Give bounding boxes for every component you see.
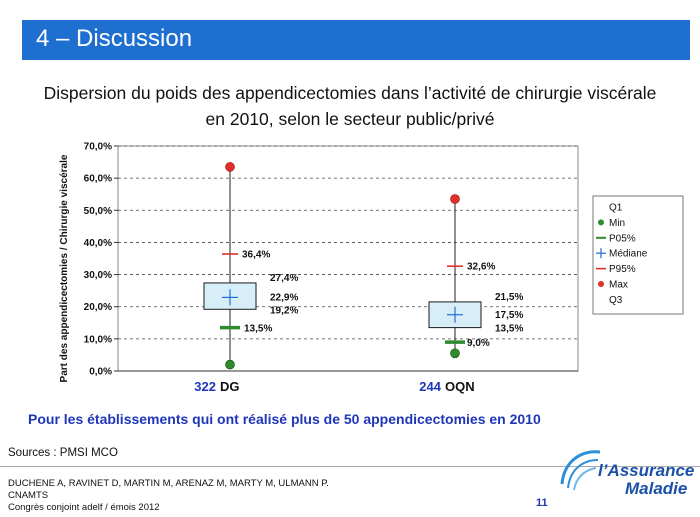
legend-max-marker [598,281,604,287]
p95-label: 32,6% [467,262,495,273]
q3-label: 21,5% [495,292,523,303]
slide-title: 4 – Discussion [36,25,193,52]
footer-divider [0,466,700,467]
y-tick-label: 70,0% [84,142,112,153]
authors-line1: DUCHENE A, RAVINET D, MARTIN M, ARENAZ M… [8,478,329,489]
p95-label: 36,4% [242,250,270,261]
p05-label: 9,0% [467,338,490,349]
boxplot-chart: 0,0% 10,0% 20,0% 30,0% 40,0% 50,0% 60,0% 70,0% P… [59,142,684,394]
max-point [225,162,235,172]
min-point [225,359,235,370]
plot-area [117,145,579,372]
chart-title: Dispersion du poids des appendicectomies… [0,80,700,132]
category-label: OQN [445,379,475,394]
y-axis-label: Part des appendicectomies / Chirurgie vi… [59,154,70,382]
legend-label: Max [609,280,628,291]
authors-block: DUCHENE A, RAVINET D, MARTIN M, ARENAZ M… [8,478,368,514]
max-point [450,194,460,204]
median-label: 22,9% [270,292,298,303]
legend-label: Q3 [609,295,623,306]
p05-label: 13,5% [244,324,272,335]
legend-label: Q1 [609,203,623,214]
legend-box [592,195,684,315]
y-tick-label: 50,0% [84,206,112,217]
category-count: 244 [419,379,441,394]
chart-note: Pour les établissements qui ont réalisé … [28,411,541,427]
q1-label: 19,2% [270,305,298,316]
legend-label: Min [609,218,625,229]
sources-text: Sources : PMSI MCO [8,447,118,459]
title-bar: 4 – Discussion [22,20,690,60]
min-point [450,348,460,359]
logo-text-1: l’Assurance [598,461,695,480]
assurance-maladie-logo [560,450,601,491]
logo-text-2: Maladie [625,479,688,498]
legend-label: P95% [609,264,636,275]
category-count: 322 [194,379,216,394]
legend-label: Médiane [609,249,648,260]
page-number: 11 [536,497,548,509]
y-tick-label: 30,0% [84,270,112,281]
q3-label: 27,4% [270,273,298,284]
authors-line3: Congrès conjoint adelf / émois 2012 [8,502,160,513]
q1-label: 13,5% [495,324,523,335]
y-tick-label: 0,0% [89,367,112,378]
chart-title-line2: en 2010, selon le secteur public/privé [205,109,495,129]
category-label: DG [220,379,240,394]
y-tick-label: 40,0% [84,238,112,249]
y-tick-label: 20,0% [84,302,112,313]
chart-title-line1: Dispersion du poids des appendicectomies… [43,83,657,103]
y-tick-label: 10,0% [84,334,112,345]
legend-min-marker [598,219,604,226]
median-label: 17,5% [495,310,523,321]
y-tick-label: 60,0% [84,174,112,185]
authors-line2: CNAMTS [8,490,49,501]
legend-label: P05% [609,233,636,244]
